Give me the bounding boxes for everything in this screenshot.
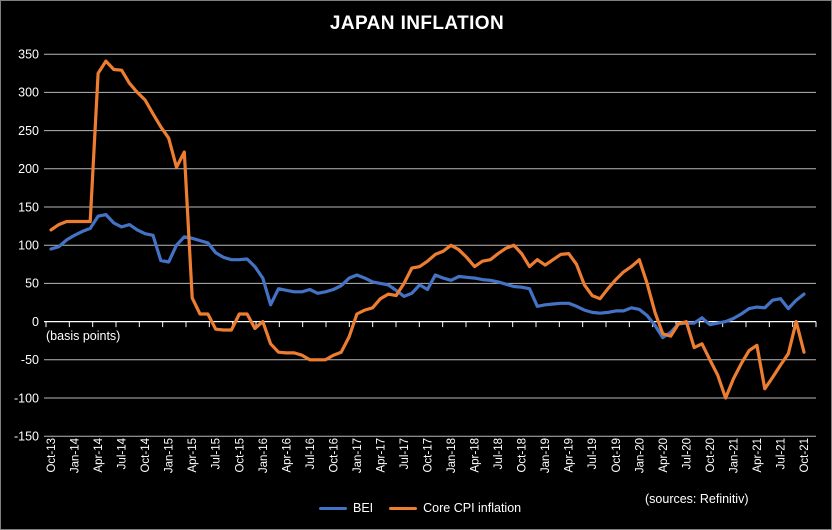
x-axis-label: Apr-19	[564, 438, 576, 473]
chart-title: JAPAN INFLATION	[329, 13, 505, 34]
bei-line	[49, 213, 806, 340]
y-axis-label: 150	[18, 200, 39, 214]
x-axis-label: Apr-21	[752, 438, 764, 473]
y-axis-label: -100	[14, 391, 39, 405]
x-axis-label: Apr-15	[187, 438, 199, 473]
x-axis-label: Oct-15	[234, 438, 246, 473]
y-axis-label: -50	[21, 353, 39, 367]
y-axis-label: 200	[18, 162, 39, 176]
x-axis-label: Jan-20	[634, 438, 646, 473]
core-cpi-line	[49, 59, 806, 400]
x-axis-label: Jul-18	[493, 438, 505, 469]
x-axis-label: Jul-15	[211, 438, 223, 469]
x-axis-label: Jan-14	[70, 437, 82, 473]
y-axis-label: 300	[18, 86, 39, 100]
x-axis-label: Jul-21	[775, 438, 787, 469]
x-axis-label: Oct-17	[423, 438, 435, 473]
x-axis-label: Oct-21	[799, 438, 811, 473]
x-axis-label: Oct-20	[705, 438, 717, 473]
y-axis-label: -150	[14, 430, 39, 444]
legend: BEI Core CPI inflation	[319, 501, 521, 515]
x-axis-label: Jul-16	[305, 438, 317, 469]
legend-item-bei: BEI	[319, 501, 373, 515]
x-axis-label: Jul-14	[117, 437, 129, 469]
x-axis-label: Oct-18	[517, 438, 529, 473]
x-axis-label: Jan-19	[540, 438, 552, 473]
x-axis-label: Jan-17	[352, 438, 364, 473]
bei-line-swatch	[319, 506, 347, 510]
x-axis-label: Jul-19	[587, 438, 599, 469]
x-axis-label: Jan-18	[446, 438, 458, 473]
x-axis-label: Apr-20	[658, 438, 670, 473]
sources-note: (sources: Refinitiv)	[645, 492, 749, 506]
x-axis-label: Jan-15	[164, 438, 176, 473]
x-axis-label: Oct-19	[611, 438, 623, 473]
y-axis-label: 0	[32, 315, 39, 329]
legend-label-bei: BEI	[353, 501, 374, 515]
legend-item-core-cpi: Core CPI inflation	[389, 501, 521, 515]
x-axis-label: Oct-13	[46, 438, 58, 473]
core-cpi-line-swatch	[389, 506, 418, 510]
x-axis-label: Apr-16	[281, 438, 293, 473]
x-axis-label: Apr-14	[93, 437, 105, 472]
y-axis-label: 250	[18, 124, 39, 138]
y-axis-units-note: (basis points)	[46, 329, 121, 343]
legend-label-core-cpi: Core CPI inflation	[423, 501, 522, 515]
x-axis-label: Jan-16	[258, 438, 270, 473]
y-axis-label: 50	[25, 277, 39, 291]
x-axis-label: Oct-14	[140, 437, 152, 472]
x-axis-label: Oct-16	[328, 438, 340, 473]
y-axis-label: 350	[18, 48, 39, 62]
x-axis-label: Apr-17	[375, 438, 387, 473]
x-axis-label: Jan-21	[728, 438, 740, 473]
x-axis-label: Apr-18	[470, 438, 482, 473]
x-axis-label: Jul-20	[681, 438, 693, 469]
y-axis-label: 100	[18, 239, 39, 253]
x-axis-label: Jul-17	[399, 438, 411, 469]
